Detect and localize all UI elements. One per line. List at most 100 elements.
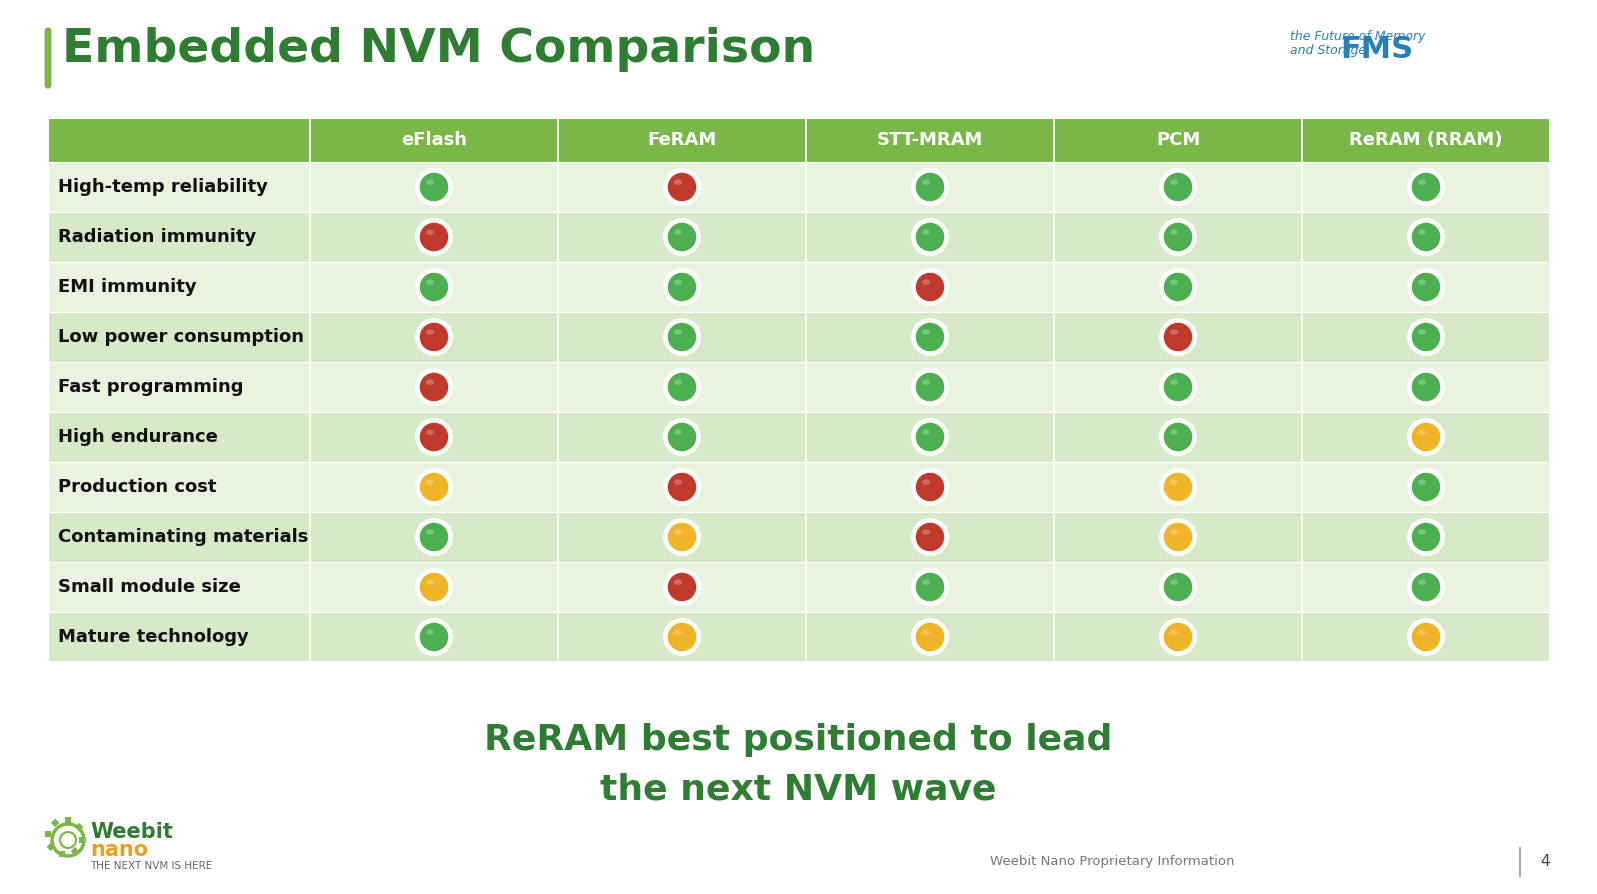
Circle shape bbox=[418, 221, 450, 253]
Circle shape bbox=[1163, 621, 1195, 653]
Circle shape bbox=[1159, 618, 1198, 656]
Ellipse shape bbox=[426, 579, 434, 585]
Ellipse shape bbox=[1418, 429, 1426, 435]
Circle shape bbox=[418, 471, 450, 503]
Circle shape bbox=[910, 568, 949, 606]
Ellipse shape bbox=[674, 180, 682, 185]
Circle shape bbox=[1407, 218, 1445, 256]
Circle shape bbox=[663, 168, 701, 206]
Ellipse shape bbox=[921, 429, 929, 435]
Text: eFlash: eFlash bbox=[401, 131, 466, 149]
Bar bbox=[75, 822, 83, 831]
Circle shape bbox=[910, 618, 949, 656]
Circle shape bbox=[913, 171, 945, 203]
Ellipse shape bbox=[426, 529, 434, 535]
Circle shape bbox=[663, 518, 701, 556]
Ellipse shape bbox=[674, 280, 682, 285]
Ellipse shape bbox=[921, 479, 929, 485]
Bar bbox=[78, 837, 85, 843]
Text: High endurance: High endurance bbox=[57, 428, 217, 446]
Circle shape bbox=[1407, 518, 1445, 556]
Ellipse shape bbox=[1171, 180, 1179, 185]
Ellipse shape bbox=[1418, 529, 1426, 535]
Circle shape bbox=[1163, 171, 1195, 203]
Circle shape bbox=[913, 571, 945, 603]
FancyBboxPatch shape bbox=[48, 412, 1551, 462]
Circle shape bbox=[418, 621, 450, 653]
Circle shape bbox=[666, 471, 698, 503]
Circle shape bbox=[418, 521, 450, 553]
Circle shape bbox=[1163, 521, 1195, 553]
Circle shape bbox=[913, 621, 945, 653]
Circle shape bbox=[1159, 268, 1198, 306]
Circle shape bbox=[415, 518, 454, 556]
Ellipse shape bbox=[1418, 629, 1426, 635]
Text: ReRAM best positioned to lead: ReRAM best positioned to lead bbox=[484, 723, 1112, 757]
Ellipse shape bbox=[1418, 230, 1426, 235]
Ellipse shape bbox=[674, 629, 682, 635]
Circle shape bbox=[1410, 421, 1442, 453]
Ellipse shape bbox=[1418, 379, 1426, 385]
Circle shape bbox=[663, 318, 701, 356]
Circle shape bbox=[1163, 471, 1195, 503]
Circle shape bbox=[666, 171, 698, 203]
Bar bbox=[70, 847, 80, 856]
Circle shape bbox=[1163, 421, 1195, 453]
Circle shape bbox=[913, 271, 945, 303]
Text: the next NVM wave: the next NVM wave bbox=[600, 773, 997, 807]
Ellipse shape bbox=[1171, 629, 1179, 635]
Circle shape bbox=[666, 371, 698, 403]
Ellipse shape bbox=[921, 230, 929, 235]
Circle shape bbox=[910, 168, 949, 206]
Circle shape bbox=[1159, 518, 1198, 556]
Circle shape bbox=[418, 571, 450, 603]
Ellipse shape bbox=[921, 180, 929, 185]
Ellipse shape bbox=[426, 479, 434, 485]
Text: Production cost: Production cost bbox=[57, 478, 217, 496]
Ellipse shape bbox=[426, 429, 434, 435]
Ellipse shape bbox=[674, 529, 682, 535]
FancyBboxPatch shape bbox=[48, 312, 1551, 362]
Text: Embedded NVM Comparison: Embedded NVM Comparison bbox=[62, 27, 814, 72]
Ellipse shape bbox=[426, 180, 434, 185]
Ellipse shape bbox=[921, 379, 929, 385]
Ellipse shape bbox=[921, 579, 929, 585]
Circle shape bbox=[1407, 168, 1445, 206]
Circle shape bbox=[1159, 218, 1198, 256]
Circle shape bbox=[1159, 368, 1198, 406]
Text: Low power consumption: Low power consumption bbox=[57, 328, 303, 346]
Circle shape bbox=[663, 618, 701, 656]
Text: 4: 4 bbox=[1540, 855, 1549, 870]
Text: PCM: PCM bbox=[1156, 131, 1199, 149]
Text: FeRAM: FeRAM bbox=[647, 131, 717, 149]
Text: High-temp reliability: High-temp reliability bbox=[57, 178, 268, 196]
Circle shape bbox=[1163, 571, 1195, 603]
Circle shape bbox=[415, 568, 454, 606]
Circle shape bbox=[1410, 221, 1442, 253]
Ellipse shape bbox=[1171, 579, 1179, 585]
Text: STT-MRAM: STT-MRAM bbox=[877, 131, 984, 149]
Circle shape bbox=[1410, 471, 1442, 503]
Ellipse shape bbox=[1171, 230, 1179, 235]
Circle shape bbox=[666, 421, 698, 453]
FancyBboxPatch shape bbox=[48, 162, 1551, 212]
Text: Weebit Nano Proprietary Information: Weebit Nano Proprietary Information bbox=[990, 856, 1234, 868]
Ellipse shape bbox=[674, 230, 682, 235]
Circle shape bbox=[1407, 318, 1445, 356]
Bar bbox=[51, 819, 59, 827]
Ellipse shape bbox=[426, 230, 434, 235]
Text: Contaminating materials: Contaminating materials bbox=[57, 528, 308, 546]
Circle shape bbox=[1159, 418, 1198, 456]
Text: Mature technology: Mature technology bbox=[57, 628, 249, 646]
Ellipse shape bbox=[426, 629, 434, 635]
Circle shape bbox=[666, 321, 698, 353]
Text: Fast programming: Fast programming bbox=[57, 378, 243, 396]
Circle shape bbox=[1407, 268, 1445, 306]
Ellipse shape bbox=[1418, 479, 1426, 485]
Circle shape bbox=[666, 621, 698, 653]
Circle shape bbox=[1407, 368, 1445, 406]
Circle shape bbox=[1407, 418, 1445, 456]
Circle shape bbox=[1407, 468, 1445, 506]
Circle shape bbox=[1410, 171, 1442, 203]
Circle shape bbox=[913, 521, 945, 553]
